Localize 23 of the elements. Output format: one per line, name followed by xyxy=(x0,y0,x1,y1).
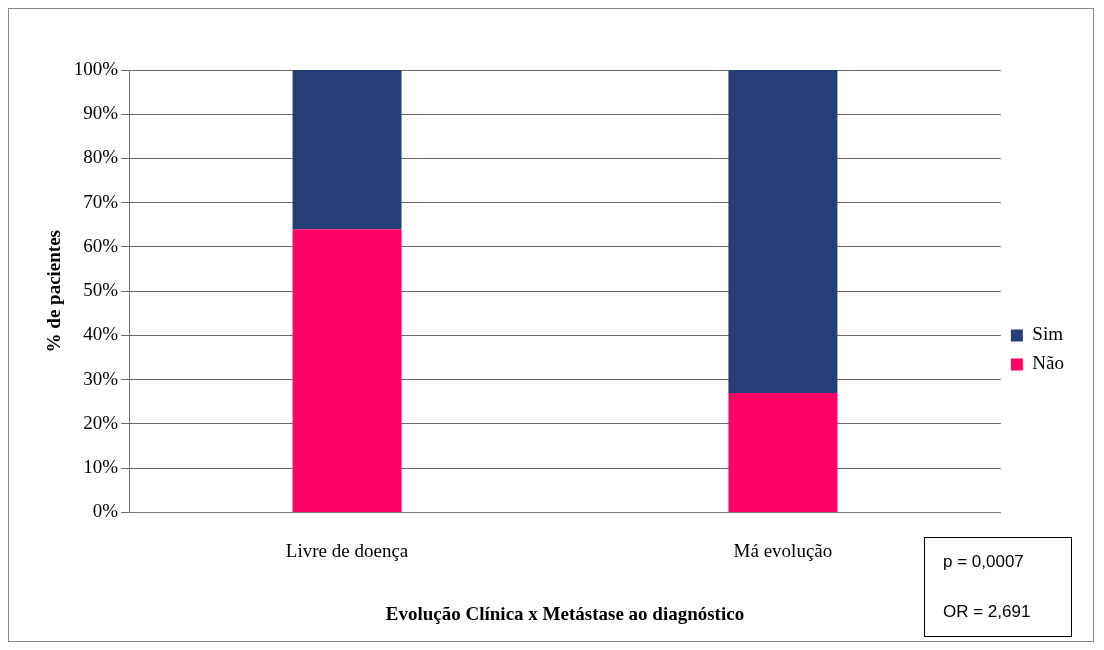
x-axis-title: Evolução Clínica x Metástase ao diagnóstico xyxy=(385,602,745,624)
text: OR = 2,691 xyxy=(943,602,1032,622)
text: p = 0,0007 xyxy=(943,552,1025,572)
y-tick-label: 30% xyxy=(83,367,119,389)
y-tick-label: 10% xyxy=(83,456,119,478)
x-tick-label: Má evolução xyxy=(733,539,833,561)
bar xyxy=(728,392,838,512)
legend-label: Sim xyxy=(1032,323,1064,345)
y-tick-label: 60% xyxy=(83,234,119,256)
bar xyxy=(292,229,402,512)
bar xyxy=(728,70,838,393)
y-axis-title: % de pacientes xyxy=(43,229,65,353)
x-tick-label: Livre de doença xyxy=(285,539,409,561)
legend-label: Não xyxy=(1032,352,1064,374)
y-tick-label: 40% xyxy=(83,323,119,345)
y-tick-label: 90% xyxy=(83,102,119,124)
y-tick-label: 0% xyxy=(92,500,119,522)
y-tick-label: 100% xyxy=(73,57,119,79)
y-tick-label: 20% xyxy=(83,411,119,433)
y-tick-label: 70% xyxy=(83,190,119,212)
y-tick-label: 80% xyxy=(83,146,119,168)
y-tick-label: 50% xyxy=(83,279,119,301)
bar xyxy=(292,70,402,230)
